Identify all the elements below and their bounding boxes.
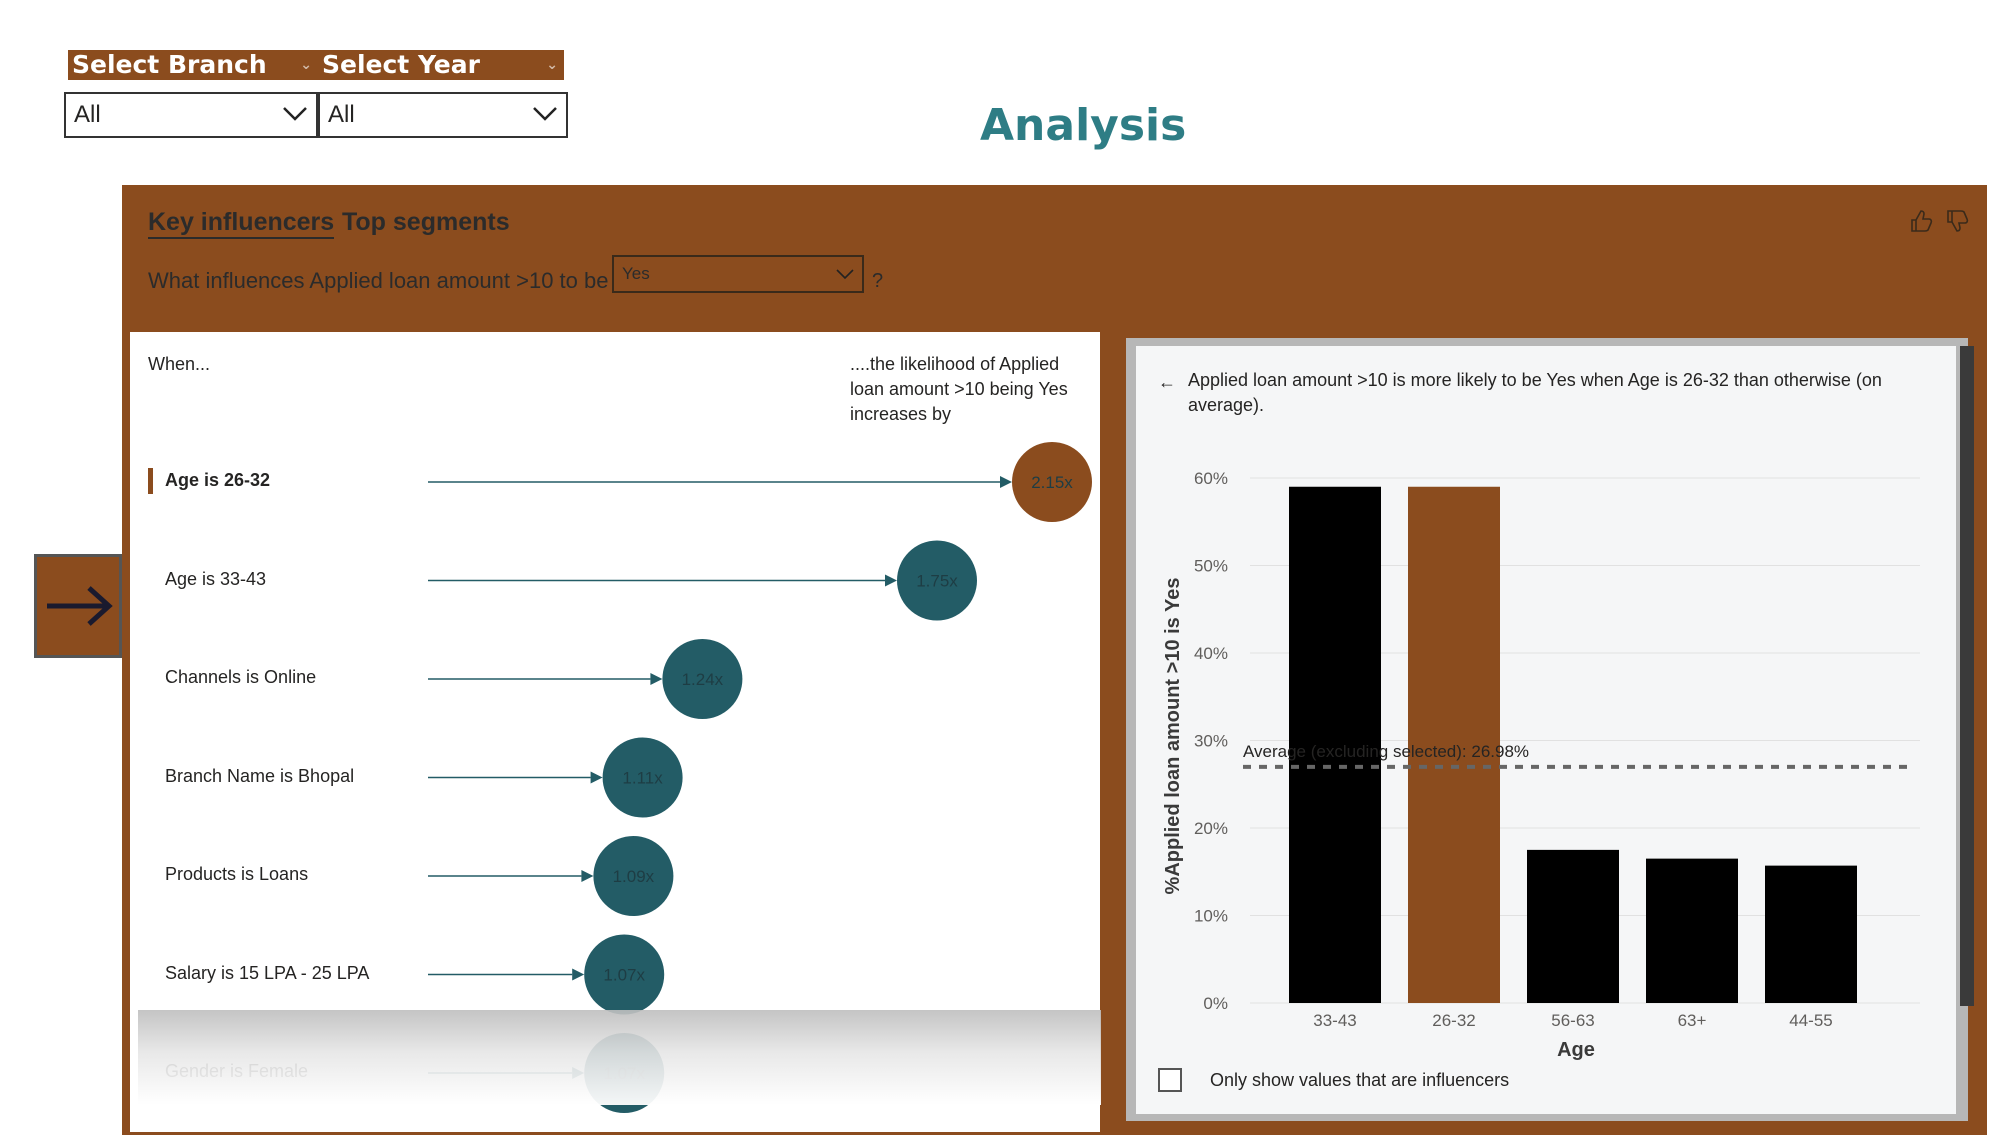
detail-description: Applied loan amount >10 is more likely t… xyxy=(1188,370,1882,415)
likelihood-label-3: increases by xyxy=(850,404,952,424)
when-label: When... xyxy=(148,354,211,374)
year-slicer-title: Select Year xyxy=(322,50,480,79)
outcome-dropdown-value: Yes xyxy=(622,264,650,283)
influencers-only-checkbox[interactable] xyxy=(1158,1068,1182,1092)
chevron-down-icon xyxy=(283,107,307,121)
question-mark: ? xyxy=(872,270,884,292)
tab-key-influencers[interactable]: Key influencers xyxy=(148,208,335,239)
likelihood-label-1: ....the likelihood of Applied xyxy=(850,354,1060,374)
chevron-down-icon xyxy=(533,107,557,121)
branch-slicer-title: Select Branch xyxy=(72,50,267,79)
year-dropdown-value: All xyxy=(328,101,355,128)
year-slicer-header: Select Year ⌄ xyxy=(318,50,564,80)
scrollbar[interactable] xyxy=(1960,346,1974,1006)
next-page-button[interactable] xyxy=(34,554,122,658)
thumbs-down-icon[interactable] xyxy=(1944,208,1970,234)
outcome-dropdown[interactable]: Yes xyxy=(612,255,864,293)
arrow-right-icon xyxy=(47,586,113,626)
scroll-fade xyxy=(138,1010,1101,1105)
influencer-label[interactable]: Products is Loans xyxy=(165,864,309,884)
likelihood-label-2: loan amount >10 being Yes xyxy=(850,379,1068,399)
influencer-label[interactable]: Channels is Online xyxy=(165,667,317,687)
influencer-label[interactable]: Salary is 15 LPA - 25 LPA xyxy=(165,962,370,983)
detail-panel xyxy=(1136,346,1956,1114)
branch-dropdown[interactable]: All xyxy=(64,92,318,138)
page-title: Analysis xyxy=(980,100,1187,151)
influencer-label[interactable]: Branch Name is Bhopal xyxy=(165,765,355,786)
influencer-label[interactable]: Age is 33-43 xyxy=(165,568,267,589)
branch-dropdown-value: All xyxy=(74,101,101,128)
chevron-down-icon[interactable]: ⌄ xyxy=(300,57,312,73)
chevron-down-icon xyxy=(836,269,854,280)
year-dropdown[interactable]: All xyxy=(318,92,568,138)
influencers-only-label: Only show values that are influencers xyxy=(1210,1070,1510,1090)
question-text: What influences Applied loan amount >10 … xyxy=(148,268,609,293)
thumbs-up-icon[interactable] xyxy=(1908,208,1934,234)
back-arrow-icon[interactable]: ← xyxy=(1158,372,1176,392)
tab-top-segments[interactable]: Top segments xyxy=(342,208,510,236)
influencer-label[interactable]: Age is 26-32 xyxy=(165,470,271,490)
chevron-down-icon[interactable]: ⌄ xyxy=(546,57,558,73)
branch-slicer-header: Select Branch ⌄ xyxy=(68,50,318,80)
selected-indicator xyxy=(148,468,153,494)
